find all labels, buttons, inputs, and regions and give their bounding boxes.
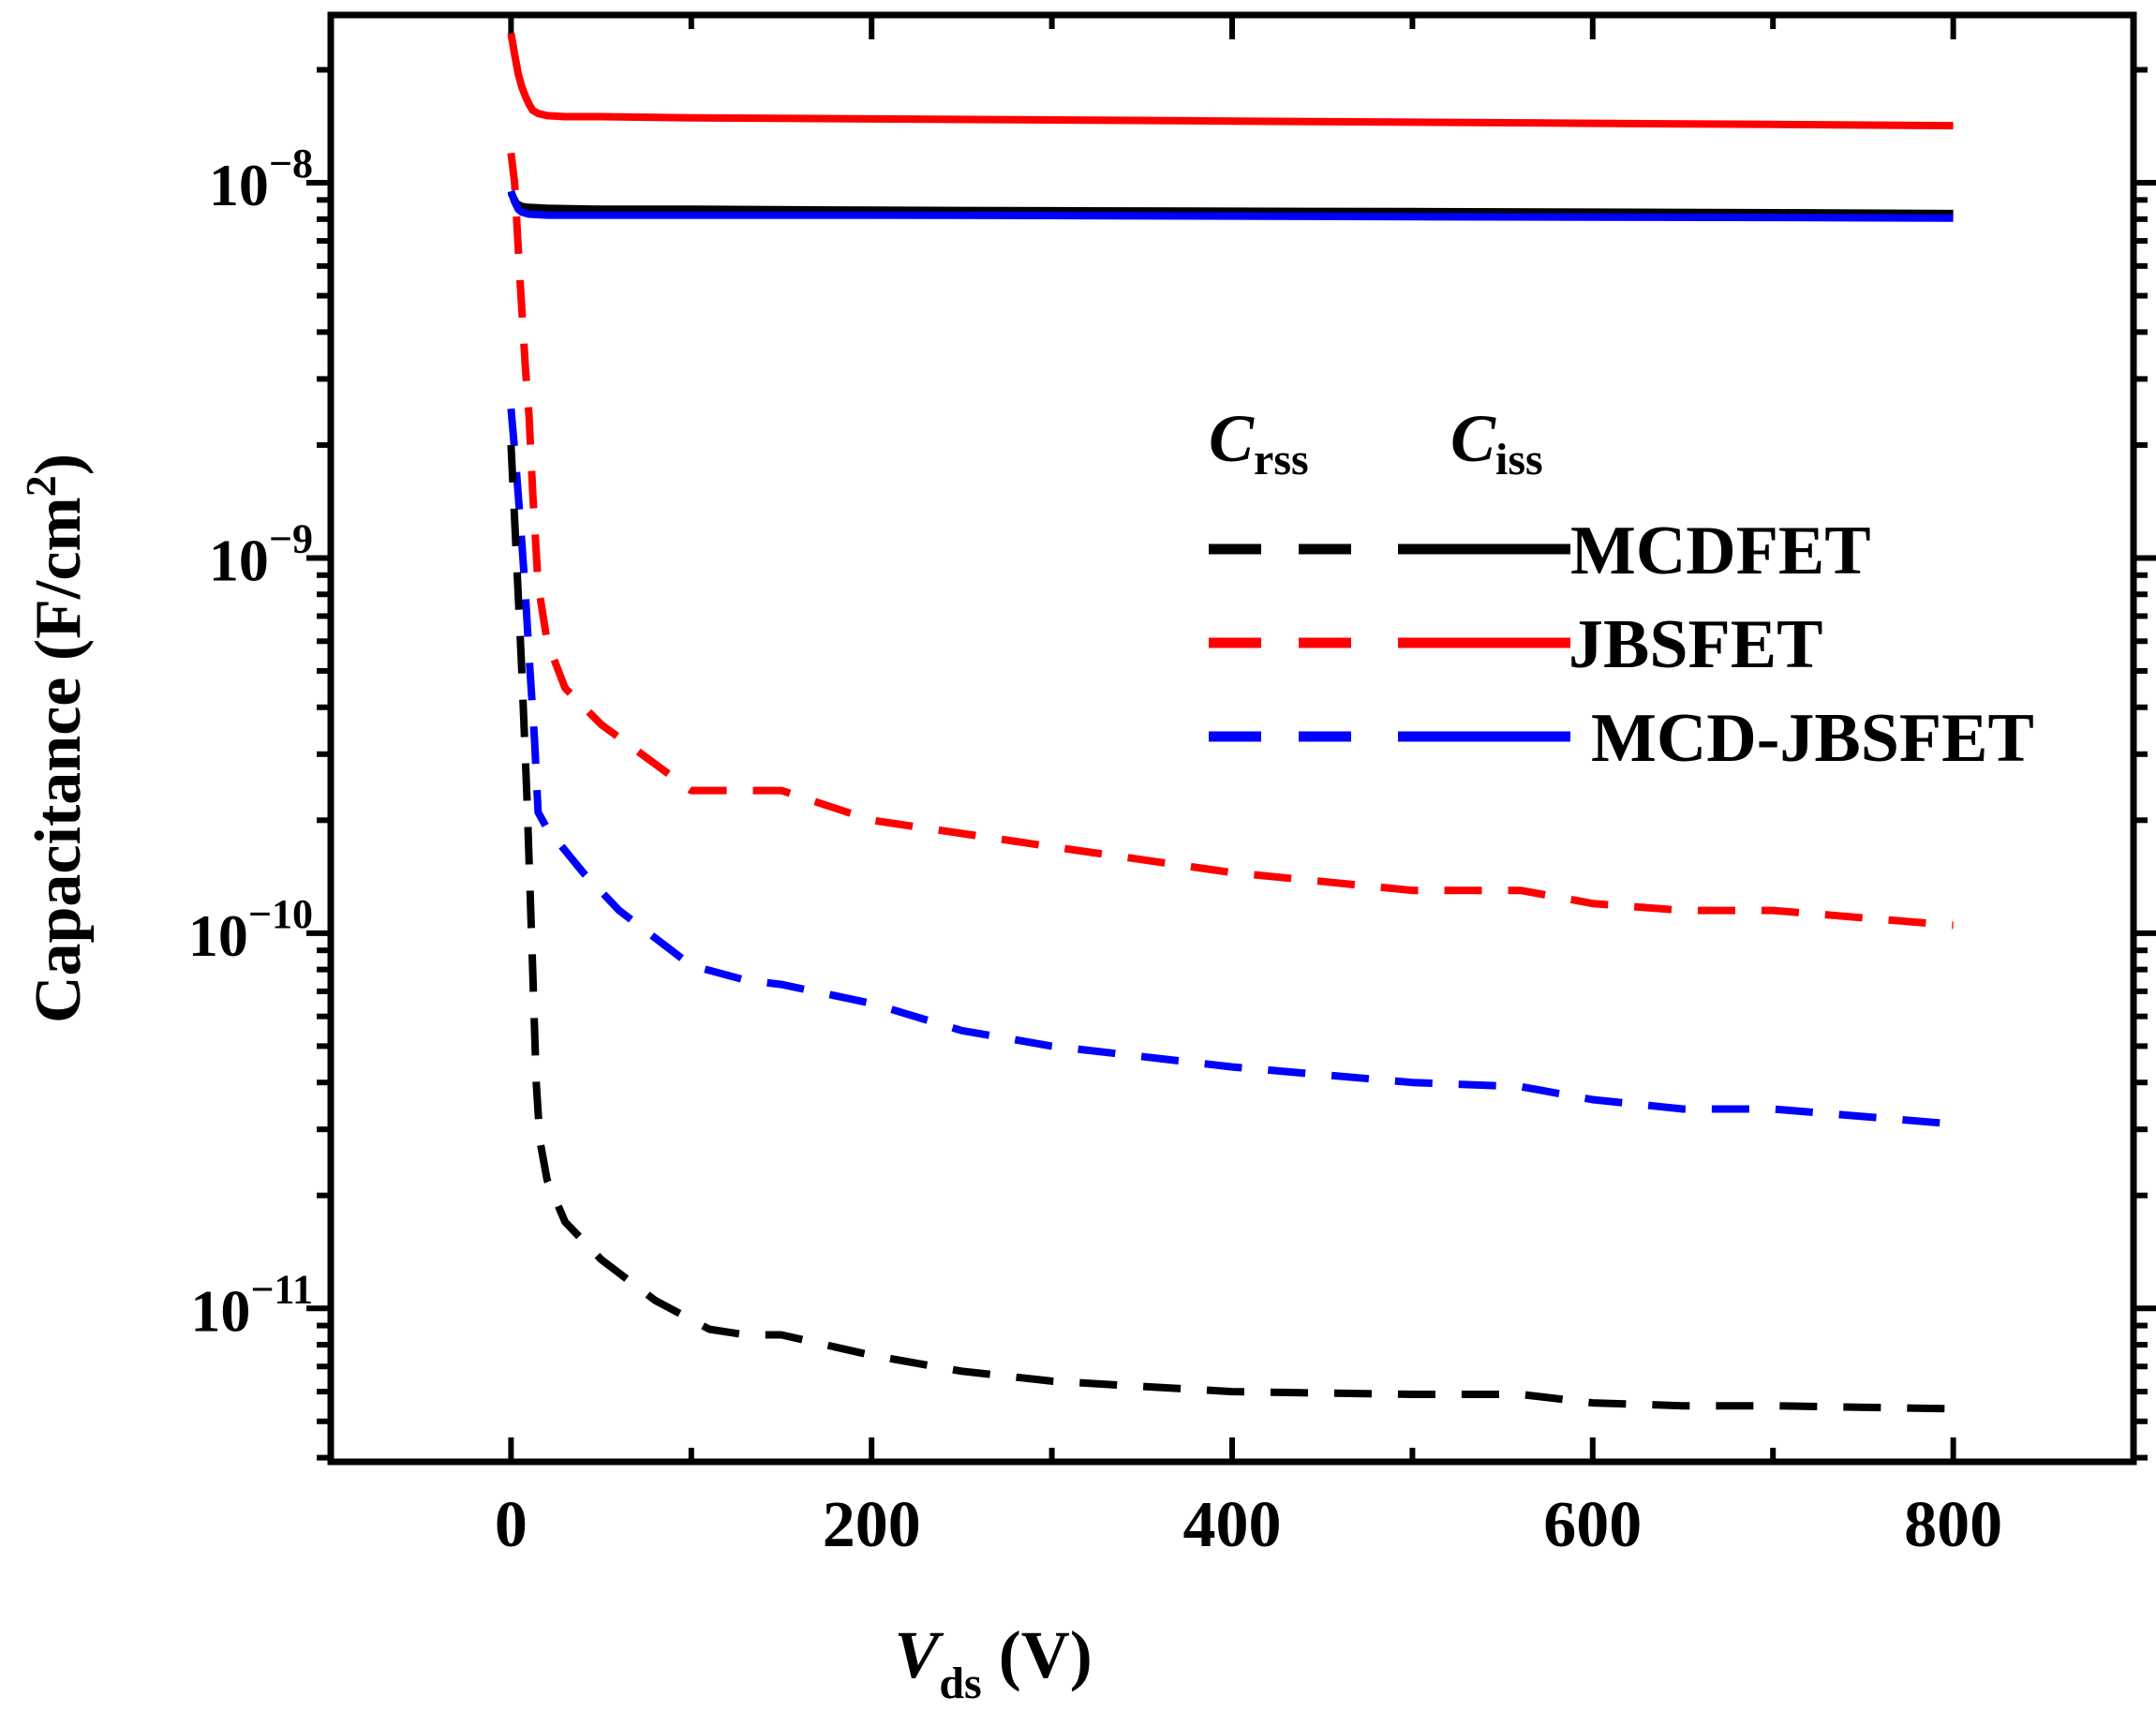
x-tick-label: 200 [823, 1489, 921, 1561]
x-tick-label: 800 [1904, 1489, 2002, 1561]
x-tick-label: 0 [495, 1489, 528, 1561]
legend-label-jbsfet: JBSFET [1569, 606, 1822, 683]
mcd-jbsfet-c-rss-line [507, 408, 1954, 1128]
legend-label-mcdfet: MCDFET [1570, 513, 1871, 589]
legend-header-ciss: Ciss [1450, 401, 1543, 484]
y-tick-label: 10−11 [190, 1266, 313, 1344]
legend: Crss Ciss MCDFET JBSFET MCD-JBSFET [1209, 401, 2034, 777]
jbsfet-c-rss-line [507, 152, 1954, 930]
mcd-jbsfet-c-iss-line [507, 189, 1954, 222]
mcdfet-c-rss-line [507, 444, 1954, 1413]
y-tick-label: 10−8 [209, 141, 313, 218]
series-layer [507, 33, 1954, 1413]
y-tick-label: 10−9 [209, 515, 313, 593]
tick-labels: 0 200 400 600 800 10−11 10−10 10−9 10−8 [188, 141, 2002, 1561]
plot-frame [327, 11, 2137, 1466]
mcdfet-c-iss-line [507, 190, 1954, 217]
jbsfet-c-iss-line [507, 33, 1954, 130]
x-tick-label: 600 [1543, 1489, 1642, 1561]
y-tick-label: 10−10 [188, 891, 313, 969]
legend-label-mcd-jbsfet: MCD-JBSFET [1591, 700, 2034, 777]
x-axis-label: Vds (V) [894, 1617, 1092, 1708]
legend-header-crss: Crss [1209, 401, 1309, 484]
x-tick-label: 400 [1183, 1489, 1282, 1561]
y-axis-label: Capacitance (F/cm2) [17, 454, 95, 1023]
